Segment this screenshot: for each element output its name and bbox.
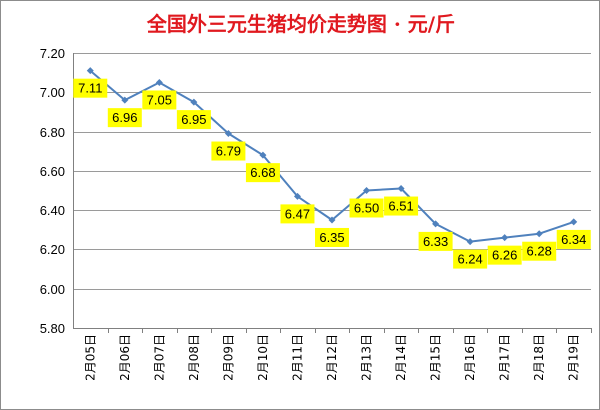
data-label-background [522,241,557,261]
data-label-background [107,108,142,128]
x-category-label: 2月11日 [290,334,304,381]
data-label: 6.26 [492,248,517,263]
data-label: 6.51 [388,199,413,214]
data-point-marker [293,192,301,200]
x-axis-category-labels: 2月05日 2月06日 2月07日 2月08日 2月09日 2月10日 2月11日 2月12日… [83,334,580,381]
data-point-marker [397,185,405,193]
data-label-background [245,163,280,183]
data-point-marker [466,238,474,246]
data-label-background [315,227,349,247]
data-point-marker [363,187,371,194]
x-category-label: 2月13日 [360,334,374,381]
y-axis-tick-labels: 5.80 6.00 6.20 6.40 6.60 6.80 7.00 7.20 [40,46,65,336]
x-category-label: 2月17日 [498,334,512,381]
data-label: 6.79 [216,144,241,159]
x-category-label: 2月15日 [429,334,443,381]
y-tick-label: 7.20 [40,46,65,61]
x-category-label: 2月19日 [567,334,581,381]
data-point-marker [259,151,267,159]
data-point-marker [224,130,232,138]
data-point-marker [535,230,543,238]
x-category-label: 2月09日 [221,334,235,381]
y-tick-label: 6.00 [40,282,65,297]
y-tick-label: 6.80 [40,125,65,140]
data-label-background [73,78,108,98]
data-label: 6.95 [181,112,206,127]
x-category-label: 2月14日 [394,334,408,381]
data-label-background [453,249,488,269]
data-label: 7.05 [147,92,172,107]
chart-title: 全国外三元生猪均价走势图 · 元/斤 [146,12,455,36]
data-label-background [487,245,522,265]
data-point-marker [155,78,163,86]
data-label: 6.50 [354,201,379,216]
data-label: 7.11 [78,81,102,96]
data-label-background [556,229,591,249]
x-category-label: 2月06日 [118,334,132,381]
data-label: 6.47 [285,206,310,221]
data-point-marker [432,220,440,228]
data-label-background [418,231,453,251]
y-tick-label: 5.80 [40,321,65,336]
x-category-label: 2月05日 [83,334,97,381]
data-point-marker [328,216,336,224]
data-label: 6.33 [423,234,448,249]
data-label: 6.28 [527,244,552,259]
data-label-background [349,198,384,218]
axes [73,53,592,333]
data-label: 6.68 [250,165,275,180]
data-point-marker [501,234,509,242]
x-category-label: 2月16日 [463,334,477,381]
x-category-label: 2月10日 [256,334,270,381]
data-label-background [211,141,246,161]
x-category-label: 2月18日 [532,334,546,381]
y-tick-label: 6.40 [40,203,65,218]
x-category-label: 2月08日 [187,334,201,381]
data-label: 6.35 [319,230,344,245]
data-point-marker [570,218,578,226]
data-labels: 7.11 6.96 7.05 6.95 6.79 6.68 6.47 6.35 6.50 6.51… [73,78,591,269]
data-label-background [142,90,177,110]
data-label: 6.24 [457,252,482,267]
data-point-marker [86,67,94,75]
data-label-background [176,110,211,130]
data-label-background [384,196,419,216]
data-point-marker [190,98,198,106]
y-tick-label: 6.60 [40,164,65,179]
data-label: 6.34 [561,232,586,247]
y-tick-label: 6.20 [40,242,65,257]
price-series [86,67,578,246]
data-label-background [280,204,315,224]
y-tick-label: 7.00 [40,85,65,100]
data-point-marker [121,96,129,104]
data-label: 6.96 [112,110,137,125]
x-category-label: 2月12日 [325,334,339,381]
x-category-label: 2月07日 [152,334,166,381]
